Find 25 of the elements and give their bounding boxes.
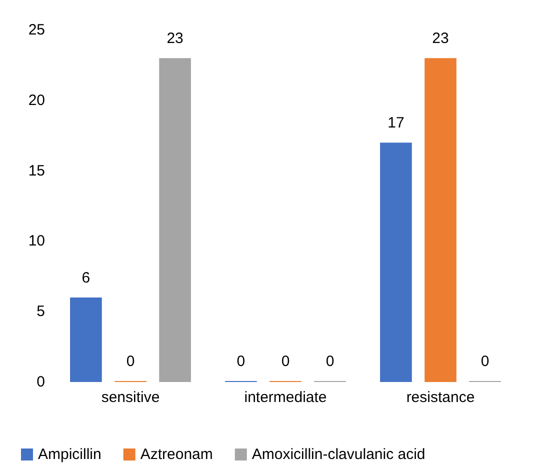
legend-label: Ampicillin — [38, 446, 102, 463]
x-tick-label: sensitive — [101, 389, 160, 406]
y-tick-label: 10 — [28, 232, 45, 250]
data-label: 23 — [166, 30, 184, 48]
y-tick-label: 0 — [36, 374, 45, 390]
data-label: 0 — [326, 353, 334, 370]
y-tick-label: 20 — [28, 92, 45, 109]
y-tick-label: 25 — [28, 22, 45, 38]
bar — [70, 298, 102, 382]
legend-label: Amoxicillin-clavulanic acid — [252, 446, 426, 463]
bar — [159, 58, 191, 382]
data-label: 23 — [432, 30, 449, 48]
y-tick-label: 5 — [36, 303, 45, 320]
data-label: 17 — [388, 114, 404, 132]
bar — [424, 58, 456, 382]
x-tick-label: intermediate — [244, 389, 327, 406]
data-label: 0 — [236, 353, 246, 370]
bar — [380, 142, 412, 382]
data-label: 6 — [82, 270, 90, 287]
y-tick-label: 15 — [28, 162, 45, 180]
legend-label: Aztreonam — [140, 446, 213, 463]
data-label: 0 — [480, 353, 490, 370]
data-label: 0 — [126, 353, 135, 370]
data-label: 0 — [281, 353, 290, 370]
x-tick-label: resistance — [406, 389, 475, 406]
